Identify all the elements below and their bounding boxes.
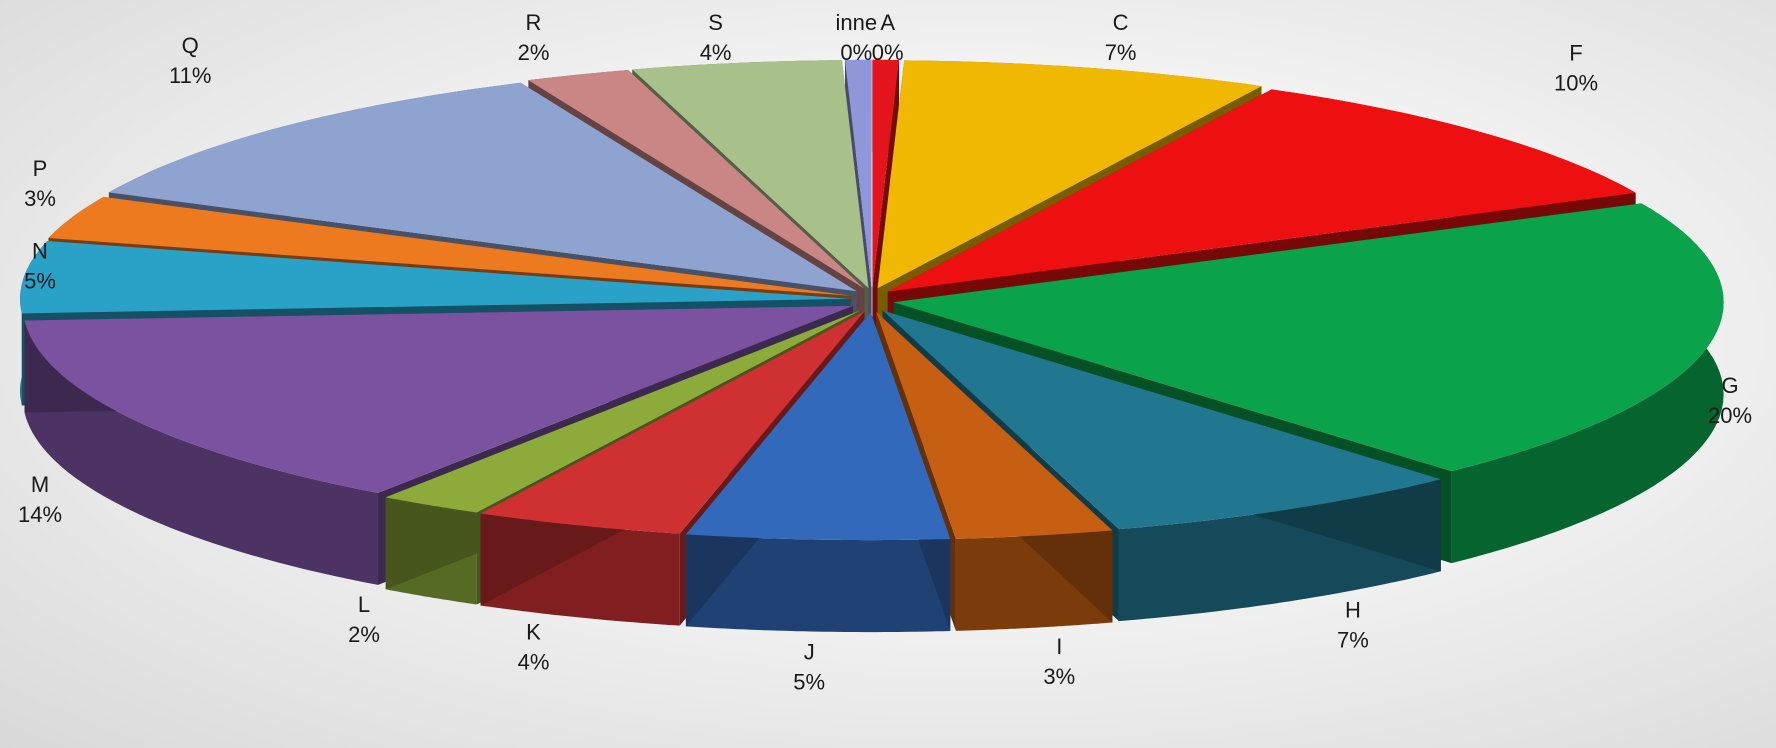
slice-percent-Q: 11% (169, 63, 211, 88)
slice-label-C: C (1113, 10, 1129, 35)
slice-percent-G: 20% (1708, 403, 1752, 428)
slice-percent-inne: 0% (840, 40, 872, 65)
slice-label-Q: Q (182, 33, 199, 58)
pie-slice-top-S (632, 60, 869, 289)
pie-slice-top-H (882, 310, 1441, 530)
pie-slice-side-M (24, 320, 378, 585)
pie-slice-top-R (528, 70, 865, 289)
slice-label-S: S (708, 10, 723, 35)
pie-slices (20, 59, 1724, 633)
slice-percent-F: 10% (1554, 70, 1598, 95)
pie-slice-top-G (893, 203, 1724, 472)
slice-label-A: A (880, 10, 895, 35)
slice-label-inne: inne (836, 10, 878, 35)
pie-slice-top-Q (108, 82, 857, 292)
pie-slice-top-F (887, 89, 1636, 292)
slice-label-H: H (1345, 598, 1361, 623)
slice-label-R: R (526, 10, 542, 35)
slice-label-N: N (32, 238, 48, 263)
slice-label-F: F (1569, 40, 1582, 65)
pie-slice-top-P (48, 196, 852, 296)
slice-percent-J: 5% (793, 669, 825, 694)
pie-labels: A 0% C 7% F 10% G 20% H 7% I 3% J 5% K 4% L 2% M 14% N 5% P 3% Q… (18, 10, 1752, 694)
pie-slice-top-L (385, 310, 861, 513)
slice-label-M: M (31, 472, 49, 497)
slice-percent-H: 7% (1337, 628, 1369, 653)
pie-slice-top-M (24, 305, 853, 493)
slice-percent-S: 4% (700, 40, 732, 65)
pie-slice-top-K (480, 311, 865, 534)
slice-percent-I: 3% (1043, 664, 1075, 689)
slice-percent-P: 3% (24, 186, 56, 211)
pie-slice-top-I (876, 311, 1113, 539)
slice-percent-M: 14% (18, 502, 62, 527)
slice-percent-C: 7% (1105, 40, 1137, 65)
pie-slice-top-A (872, 59, 899, 288)
slice-percent-K: 4% (518, 650, 550, 675)
slice-label-G: G (1721, 373, 1738, 398)
pie-slice-top-C (877, 60, 1262, 289)
slice-label-K: K (526, 620, 541, 645)
slice-percent-L: 2% (348, 622, 380, 647)
slice-label-I: I (1056, 634, 1062, 659)
pie-slice-J (685, 312, 951, 633)
pie-slice-top-N (20, 241, 851, 314)
pie-slice-top-inne (845, 59, 872, 288)
slice-label-L: L (358, 592, 370, 617)
slice-label-J: J (804, 639, 815, 664)
pie-slice-top-J (685, 312, 951, 541)
slice-percent-N: 5% (24, 268, 56, 293)
slice-label-P: P (33, 156, 48, 181)
slice-percent-R: 2% (518, 40, 550, 65)
pie-slice-side-J (685, 534, 951, 633)
slice-percent-A: 0% (872, 40, 904, 65)
